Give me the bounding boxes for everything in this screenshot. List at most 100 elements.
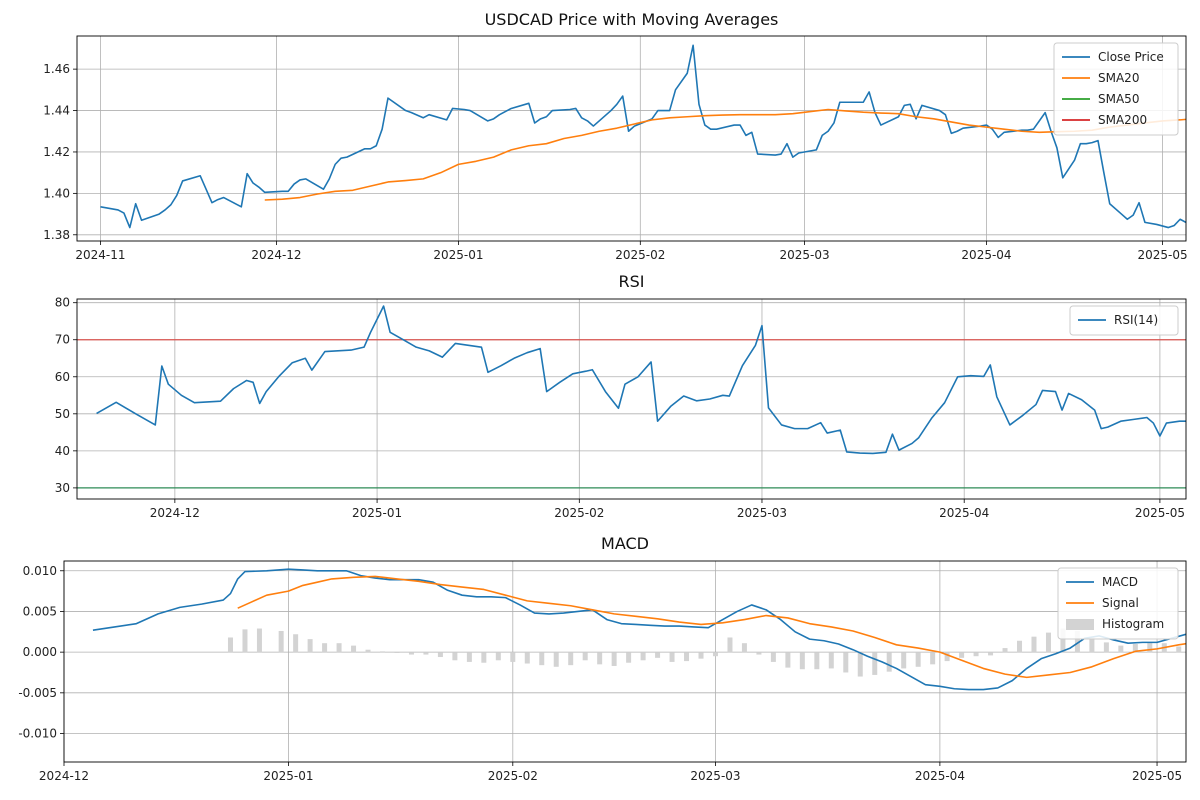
histogram-bar — [524, 652, 530, 664]
legend-label: Signal — [1102, 596, 1139, 610]
legend-label: SMA20 — [1098, 71, 1139, 85]
histogram-bar — [394, 652, 400, 653]
histogram-bar — [293, 634, 299, 653]
tick-label-x: 2024-11 — [75, 248, 125, 262]
tick-label-x: 2025-05 — [1135, 506, 1185, 520]
tick-label-y: 30 — [55, 481, 70, 495]
chart-title: USDCAD Price with Moving Averages — [485, 10, 779, 29]
tick-label-y: 50 — [55, 407, 70, 421]
rsi-panel: RSI 30 40 50 60 70 80 2024-12 2025-01 2025-02 2025… — [55, 272, 1187, 520]
histogram-bar — [814, 652, 820, 670]
histogram-bar — [828, 652, 834, 669]
histogram-bar — [626, 652, 632, 663]
tick-label-x: 2025-04 — [915, 769, 965, 783]
legend: MACD Signal Histogram — [1057, 567, 1179, 640]
histogram-bar — [1118, 645, 1124, 653]
histogram-bar — [278, 630, 284, 653]
histogram-bar — [351, 645, 357, 653]
histogram-bar — [973, 652, 979, 657]
tick-label-x: 2025-03 — [690, 769, 740, 783]
histogram-bar — [452, 652, 458, 661]
tick-label-y: 40 — [55, 444, 70, 458]
histogram-bar — [727, 637, 733, 653]
histogram-bar — [886, 652, 892, 672]
plot-area — [96, 305, 1186, 455]
tick-label-x: 2025-03 — [737, 506, 787, 520]
histogram-bar — [1045, 632, 1051, 653]
histogram-bar — [322, 643, 328, 653]
tick-label-y: 1.46 — [43, 62, 70, 76]
price-panel: USDCAD Price with Moving Averages 1.38 1.4… — [43, 10, 1187, 262]
tick-label-x: 2025-02 — [615, 248, 665, 262]
plot-area — [92, 568, 1196, 691]
histogram-bar — [901, 652, 907, 669]
histogram-bar — [242, 629, 248, 653]
tick-label-x: 2025-01 — [263, 769, 313, 783]
axes-frame — [63, 560, 1187, 763]
histogram-bar — [380, 651, 385, 653]
legend: RSI(14) — [1069, 305, 1179, 336]
tick-label-x: 2024-12 — [251, 248, 301, 262]
histogram-bar — [843, 652, 849, 673]
tick-label-y: 1.42 — [43, 145, 70, 159]
chart-title: RSI — [619, 272, 645, 291]
series-line-close-price — [100, 44, 1186, 229]
histogram-bar — [611, 652, 617, 666]
histogram-bar — [799, 652, 805, 670]
histogram-bar — [539, 652, 545, 666]
histogram-bar — [466, 652, 472, 662]
tick-label-y: 0.010 — [23, 564, 57, 578]
axes-frame — [76, 35, 1187, 242]
histogram-bar — [307, 639, 313, 653]
histogram-bar — [408, 652, 414, 655]
tick-label-y: 70 — [55, 333, 70, 347]
histogram-bar — [741, 643, 747, 653]
histogram-bar — [1132, 644, 1138, 653]
histogram-bar — [1103, 642, 1109, 653]
chart-title: MACD — [601, 534, 649, 553]
histogram-bar — [1191, 649, 1196, 652]
histogram-bar — [756, 652, 762, 655]
histogram-bar — [553, 652, 559, 667]
macd-panel: MACD -0.010 -0.005 0.000 0.005 0.010 2024-12 20… — [18, 534, 1196, 783]
legend-box — [1053, 42, 1179, 136]
tick-label-y: 0.000 — [23, 645, 57, 659]
histogram-bar — [640, 652, 646, 661]
tick-label-y: 80 — [55, 296, 70, 310]
legend-swatch — [1066, 619, 1094, 630]
histogram-bar — [481, 652, 487, 663]
histogram-bar — [1074, 630, 1080, 653]
histogram-bar — [1017, 640, 1023, 653]
histogram-bar — [568, 652, 574, 666]
tick-label-x: 2025-04 — [939, 506, 989, 520]
histogram-bar — [1060, 628, 1066, 653]
tick-label-y: -0.005 — [18, 686, 57, 700]
histogram-bar — [495, 652, 501, 661]
histogram-bar — [712, 652, 718, 657]
histogram-bar — [1031, 636, 1037, 653]
tick-label-x: 2025-05 — [1137, 248, 1187, 262]
tick-label-x: 2024-12 — [39, 769, 89, 783]
legend-label: RSI(14) — [1114, 313, 1158, 327]
tick-label-x: 2025-02 — [554, 506, 604, 520]
histogram-bar — [930, 652, 936, 665]
legend-label: SMA50 — [1098, 92, 1139, 106]
histogram-bar — [872, 652, 878, 675]
histogram-bar — [915, 652, 921, 667]
histogram-bar — [785, 652, 791, 668]
tick-label-y: -0.010 — [18, 727, 57, 741]
histogram-bar — [669, 652, 675, 662]
histogram-bar — [988, 652, 994, 656]
histogram-bar — [1147, 642, 1153, 653]
tick-label-y: 1.38 — [43, 228, 70, 242]
histogram-bar — [510, 652, 516, 662]
histogram-bar — [959, 652, 965, 658]
tick-label-y: 0.005 — [23, 604, 57, 618]
legend-label: MACD — [1102, 575, 1138, 589]
histogram-bar — [227, 637, 233, 653]
tick-label-y: 60 — [55, 370, 70, 384]
histogram-bar — [582, 652, 588, 661]
legend-label: SMA200 — [1098, 113, 1147, 127]
histogram-bar — [684, 652, 690, 662]
